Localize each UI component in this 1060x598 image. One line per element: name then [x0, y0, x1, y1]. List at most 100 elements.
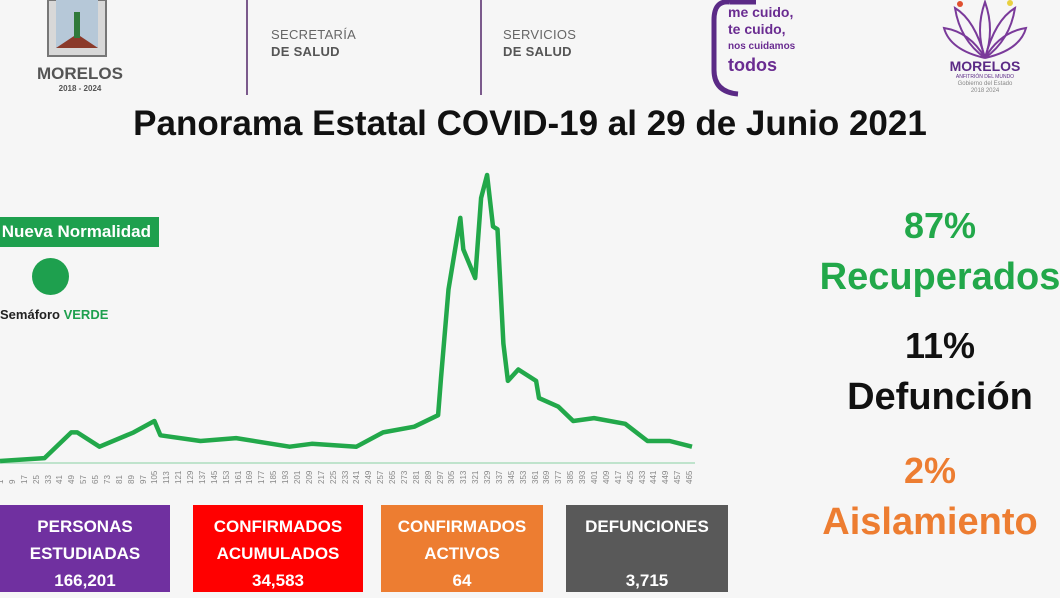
lotus-icon	[942, 0, 1028, 59]
x-tick-label: 161	[233, 470, 243, 484]
stat-2-percent: 2%	[903, 450, 957, 491]
cases-line-chart	[0, 172, 695, 464]
x-tick-label: 121	[174, 470, 184, 484]
semaforo-value: VERDE	[63, 307, 109, 322]
x-tick-label: 1	[0, 480, 5, 484]
x-tick-label: 281	[411, 470, 421, 484]
morelos-logo-years: 2018 - 2024	[58, 84, 102, 93]
x-tick-label: 369	[542, 470, 552, 484]
stat-box-2: CONFIRMADOS ACTIVOS 64	[381, 505, 543, 592]
morelos-shield-logo	[46, 0, 108, 58]
x-tick-label: 321	[471, 470, 481, 484]
x-tick-label: 417	[613, 470, 623, 484]
box-line1: CONFIRMADOS	[213, 517, 343, 536]
x-tick-label: 9	[7, 479, 17, 484]
x-tick-label: 33	[43, 475, 53, 484]
x-tick-label: 105	[150, 470, 160, 484]
x-tick-label: 65	[91, 475, 101, 484]
x-tick-label: 265	[388, 470, 398, 484]
campaign-line2: te cuido,	[728, 21, 786, 37]
x-tick-label: 241	[352, 470, 362, 484]
header-divider	[246, 0, 248, 95]
box-line1: CONFIRMADOS	[397, 517, 527, 536]
servicios-salud-logo: SERVICIOS DE SALUD	[503, 26, 576, 60]
header-divider	[480, 0, 482, 95]
box-value: 34,583	[252, 571, 304, 590]
x-tick-label: 217	[316, 470, 326, 484]
campaign-line1: me cuido,	[728, 4, 794, 20]
x-tick-label: 249	[364, 470, 374, 484]
secretaria-line2: DE SALUD	[271, 44, 340, 59]
x-tick-label: 129	[186, 470, 196, 484]
x-tick-label: 49	[67, 475, 77, 484]
x-tick-label: 145	[209, 470, 219, 484]
stat-1-percent: 11%	[904, 325, 976, 366]
x-tick-label: 89	[126, 475, 136, 484]
x-tick-label: 169	[245, 470, 255, 484]
x-tick-label: 297	[435, 470, 445, 484]
box-line1: PERSONAS	[37, 517, 133, 536]
x-tick-label: 177	[257, 470, 267, 484]
x-tick-label: 409	[601, 470, 611, 484]
x-tick-label: 201	[292, 470, 302, 484]
box-value: 3,715	[625, 571, 669, 590]
nueva-normalidad-badge: Nueva Normalidad	[0, 217, 159, 247]
x-tick-label: 137	[197, 470, 207, 484]
semaforo-status: Semáforo VERDE	[0, 307, 108, 322]
x-tick-label: 401	[589, 470, 599, 484]
campaign-logo: me cuido, te cuido, nos cuidamos todos	[708, 0, 808, 98]
campaign-line3: nos cuidamos	[728, 41, 796, 52]
semaforo-light-icon	[32, 258, 69, 295]
stat-0-label: Recuperados	[819, 256, 1060, 298]
gobierno-morelos-logo: MORELOS ANFITRIÓN DEL MUNDO Gobierno del…	[940, 0, 1030, 98]
semaforo-label: Semáforo	[0, 307, 60, 322]
box-value: 64	[452, 571, 472, 590]
x-tick-label: 353	[518, 470, 528, 484]
stat-2-label: Aislamiento	[822, 501, 1038, 543]
x-tick-label: 25	[31, 475, 41, 484]
box-line2: ACUMULADOS	[216, 544, 340, 563]
gobierno-logo-name: MORELOS	[949, 58, 1021, 74]
stat-0-percent: 87%	[903, 205, 977, 246]
servicios-line1: SERVICIOS	[503, 27, 577, 42]
x-tick-label: 329	[483, 470, 493, 484]
campaign-bracket-icon	[711, 0, 756, 97]
stat-box-0: PERSONAS ESTUDIADAS 166,201	[0, 505, 170, 592]
box-line2: ACTIVOS	[424, 544, 500, 563]
x-tick-label: 305	[447, 470, 457, 484]
x-tick-label: 289	[423, 470, 433, 484]
x-tick-label: 393	[578, 470, 588, 484]
x-tick-label: 377	[554, 470, 564, 484]
x-tick-label: 185	[269, 470, 279, 484]
x-tick-label: 257	[376, 470, 386, 484]
box-line2	[566, 540, 728, 567]
x-tick-label: 337	[494, 470, 504, 484]
x-tick-label: 433	[637, 470, 647, 484]
badge-label: Nueva Normalidad	[1, 222, 151, 241]
secretaria-salud-logo: SECRETARÍA DE SALUD	[271, 26, 356, 60]
x-tick-label: 233	[340, 470, 350, 484]
stat-box-1: CONFIRMADOS ACUMULADOS 34,583	[193, 505, 363, 592]
x-tick-label: 425	[625, 470, 635, 484]
x-tick-label: 449	[661, 470, 671, 484]
servicios-line2: DE SALUD	[503, 44, 572, 59]
x-tick-label: 17	[19, 475, 29, 484]
x-tick-label: 385	[566, 470, 576, 484]
x-tick-label: 153	[221, 470, 231, 484]
x-tick-label: 313	[459, 470, 469, 484]
x-tick-label: 57	[79, 475, 89, 484]
x-tick-label: 81	[114, 475, 124, 484]
stat-box-3: DEFUNCIONES 3,715	[566, 505, 728, 592]
campaign-line4: todos	[728, 55, 777, 75]
x-tick-label: 361	[530, 470, 540, 484]
morelos-logo-name: MORELOS	[37, 64, 123, 83]
x-tick-label: 193	[281, 470, 291, 484]
box-value: 166,201	[54, 571, 116, 590]
x-tick-label: 209	[304, 470, 314, 484]
x-tick-label: 41	[55, 475, 65, 484]
x-tick-label: 113	[162, 471, 172, 484]
x-tick-label: 225	[328, 470, 338, 484]
x-tick-label: 457	[673, 470, 683, 484]
page-title: Panorama Estatal COVID-19 al 29 de Junio…	[133, 104, 927, 143]
x-tick-label: 441	[649, 470, 659, 484]
